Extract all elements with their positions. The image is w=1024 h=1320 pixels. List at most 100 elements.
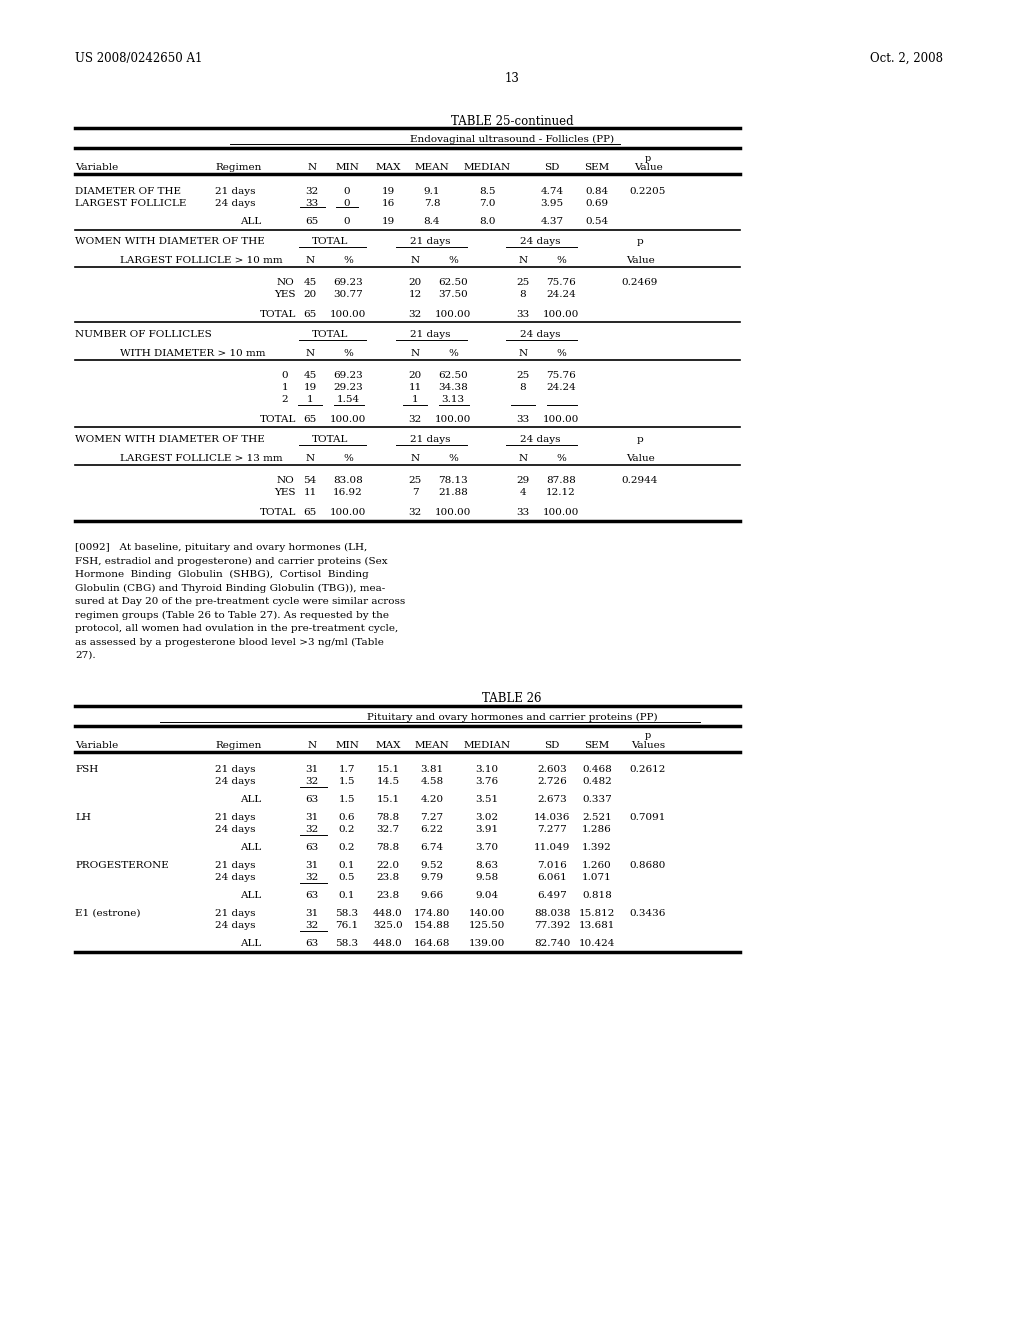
Text: Regimen: Regimen bbox=[215, 162, 261, 172]
Text: 0.2205: 0.2205 bbox=[630, 187, 667, 195]
Text: TOTAL: TOTAL bbox=[312, 238, 348, 246]
Text: MEAN: MEAN bbox=[415, 741, 450, 750]
Text: 78.13: 78.13 bbox=[438, 477, 468, 484]
Text: 164.68: 164.68 bbox=[414, 939, 451, 948]
Text: p: p bbox=[645, 731, 651, 741]
Text: ALL: ALL bbox=[240, 795, 261, 804]
Text: TOTAL: TOTAL bbox=[312, 436, 348, 444]
Text: 0.5: 0.5 bbox=[339, 873, 355, 882]
Text: 4.20: 4.20 bbox=[421, 795, 443, 804]
Text: 21 days: 21 days bbox=[215, 908, 256, 917]
Text: as assessed by a progesterone blood level >3 ng/ml (Table: as assessed by a progesterone blood leve… bbox=[75, 638, 384, 647]
Text: 87.88: 87.88 bbox=[546, 477, 575, 484]
Text: regimen groups (Table 26 to Table 27). As requested by the: regimen groups (Table 26 to Table 27). A… bbox=[75, 610, 389, 619]
Text: 0.2944: 0.2944 bbox=[622, 477, 658, 484]
Text: 100.00: 100.00 bbox=[435, 310, 471, 319]
Text: %: % bbox=[449, 348, 458, 358]
Text: WOMEN WITH DIAMETER OF THE: WOMEN WITH DIAMETER OF THE bbox=[75, 238, 265, 246]
Text: SD: SD bbox=[545, 162, 560, 172]
Text: 24 days: 24 days bbox=[215, 873, 256, 882]
Text: Value: Value bbox=[626, 454, 654, 463]
Text: 32.7: 32.7 bbox=[377, 825, 399, 833]
Text: N: N bbox=[518, 348, 527, 358]
Text: Value: Value bbox=[626, 256, 654, 265]
Text: 12: 12 bbox=[409, 290, 422, 300]
Text: 25: 25 bbox=[409, 477, 422, 484]
Text: US 2008/0242650 A1: US 2008/0242650 A1 bbox=[75, 51, 203, 65]
Text: ALL: ALL bbox=[240, 216, 261, 226]
Text: 19: 19 bbox=[381, 216, 394, 226]
Text: 4.58: 4.58 bbox=[421, 776, 443, 785]
Text: 0.54: 0.54 bbox=[586, 216, 608, 226]
Text: MAX: MAX bbox=[375, 162, 400, 172]
Text: N: N bbox=[411, 256, 420, 265]
Text: TOTAL: TOTAL bbox=[260, 414, 296, 424]
Text: MEDIAN: MEDIAN bbox=[464, 162, 511, 172]
Text: 69.23: 69.23 bbox=[333, 279, 362, 286]
Text: 6.22: 6.22 bbox=[421, 825, 443, 833]
Text: 0.7091: 0.7091 bbox=[630, 813, 667, 821]
Text: 1.392: 1.392 bbox=[582, 842, 612, 851]
Text: 3.10: 3.10 bbox=[475, 764, 499, 774]
Text: 100.00: 100.00 bbox=[330, 310, 367, 319]
Text: 31: 31 bbox=[305, 813, 318, 821]
Text: 7.277: 7.277 bbox=[538, 825, 567, 833]
Text: 8.5: 8.5 bbox=[479, 187, 496, 195]
Text: 32: 32 bbox=[305, 187, 318, 195]
Text: 58.3: 58.3 bbox=[336, 939, 358, 948]
Text: MIN: MIN bbox=[335, 162, 359, 172]
Text: NUMBER OF FOLLICLES: NUMBER OF FOLLICLES bbox=[75, 330, 212, 339]
Text: 29: 29 bbox=[516, 477, 529, 484]
Text: 33: 33 bbox=[516, 310, 529, 319]
Text: 65: 65 bbox=[303, 508, 316, 517]
Text: 125.50: 125.50 bbox=[469, 920, 505, 929]
Text: 8.63: 8.63 bbox=[475, 861, 499, 870]
Text: N: N bbox=[307, 741, 316, 750]
Text: 325.0: 325.0 bbox=[373, 920, 402, 929]
Text: 8.0: 8.0 bbox=[479, 216, 496, 226]
Text: 11.049: 11.049 bbox=[534, 842, 570, 851]
Text: 0.2612: 0.2612 bbox=[630, 764, 667, 774]
Text: 1: 1 bbox=[306, 395, 313, 404]
Text: %: % bbox=[556, 454, 566, 463]
Text: SD: SD bbox=[545, 741, 560, 750]
Text: 9.58: 9.58 bbox=[475, 873, 499, 882]
Text: 8: 8 bbox=[520, 383, 526, 392]
Text: 174.80: 174.80 bbox=[414, 908, 451, 917]
Text: 15.812: 15.812 bbox=[579, 908, 615, 917]
Text: 4.74: 4.74 bbox=[541, 187, 563, 195]
Text: LARGEST FOLLICLE > 13 mm: LARGEST FOLLICLE > 13 mm bbox=[120, 454, 283, 463]
Text: 0: 0 bbox=[344, 187, 350, 195]
Text: NO: NO bbox=[276, 279, 294, 286]
Text: 0.337: 0.337 bbox=[582, 795, 612, 804]
Text: 21 days: 21 days bbox=[215, 764, 256, 774]
Text: 3.13: 3.13 bbox=[441, 395, 465, 404]
Text: 21.88: 21.88 bbox=[438, 488, 468, 498]
Text: 9.52: 9.52 bbox=[421, 861, 443, 870]
Text: 448.0: 448.0 bbox=[373, 908, 402, 917]
Text: Globulin (CBG) and Thyroid Binding Globulin (TBG)), mea-: Globulin (CBG) and Thyroid Binding Globu… bbox=[75, 583, 385, 593]
Text: 8: 8 bbox=[520, 290, 526, 300]
Text: 1.54: 1.54 bbox=[337, 395, 359, 404]
Text: [0092]   At baseline, pituitary and ovary hormones (LH,: [0092] At baseline, pituitary and ovary … bbox=[75, 543, 368, 552]
Text: Value: Value bbox=[634, 162, 663, 172]
Text: YES: YES bbox=[274, 290, 296, 300]
Text: 3.91: 3.91 bbox=[475, 825, 499, 833]
Text: 100.00: 100.00 bbox=[435, 414, 471, 424]
Text: ALL: ALL bbox=[240, 939, 261, 948]
Text: TOTAL: TOTAL bbox=[260, 310, 296, 319]
Text: 9.79: 9.79 bbox=[421, 873, 443, 882]
Text: TOTAL: TOTAL bbox=[312, 330, 348, 339]
Text: 7.0: 7.0 bbox=[479, 199, 496, 209]
Text: NO: NO bbox=[276, 477, 294, 484]
Text: 22.0: 22.0 bbox=[377, 861, 399, 870]
Text: MAX: MAX bbox=[375, 741, 400, 750]
Text: N: N bbox=[305, 454, 314, 463]
Text: 4.37: 4.37 bbox=[541, 216, 563, 226]
Text: Hormone  Binding  Globulin  (SHBG),  Cortisol  Binding: Hormone Binding Globulin (SHBG), Cortiso… bbox=[75, 570, 369, 579]
Text: 78.8: 78.8 bbox=[377, 813, 399, 821]
Text: WOMEN WITH DIAMETER OF THE: WOMEN WITH DIAMETER OF THE bbox=[75, 436, 265, 444]
Text: Regimen: Regimen bbox=[215, 741, 261, 750]
Text: 2.726: 2.726 bbox=[538, 776, 567, 785]
Text: 100.00: 100.00 bbox=[543, 508, 580, 517]
